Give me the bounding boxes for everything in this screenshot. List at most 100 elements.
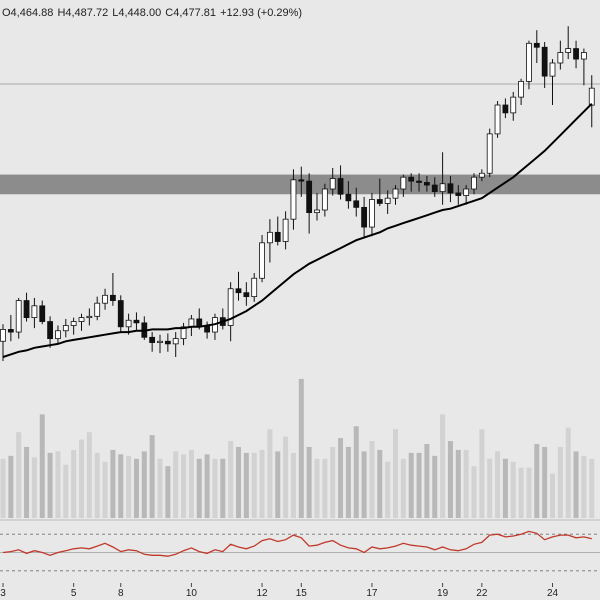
volume-bar [212, 458, 218, 518]
candle-body [251, 277, 258, 298]
candle-body [321, 188, 328, 211]
candle-body [235, 288, 242, 294]
candle-body [55, 330, 61, 340]
volume-bar [79, 439, 84, 518]
volume-bar [251, 452, 257, 518]
candle-body [416, 180, 422, 183]
candle-body [361, 206, 368, 228]
volume-bar [39, 414, 45, 518]
candle-body [423, 182, 430, 186]
candle-body [526, 42, 532, 82]
candle [62, 318, 69, 338]
candle [494, 101, 501, 138]
ohlc-change: +12.93 (+0.29%) [220, 7, 303, 19]
candle-body [47, 321, 53, 340]
candle [455, 185, 462, 205]
volume-bar [149, 435, 155, 518]
candle [172, 332, 179, 357]
candle-body [196, 318, 203, 326]
candle [70, 317, 77, 335]
candle-body [164, 340, 171, 345]
resistance-band [0, 174, 600, 195]
candle-body [384, 197, 391, 204]
candle [510, 91, 517, 121]
volume-bar [471, 466, 477, 518]
volume-bar [393, 429, 398, 518]
candle-body [471, 176, 477, 190]
volume-bar [322, 458, 328, 518]
volume-bar [424, 444, 430, 518]
candle [55, 325, 61, 344]
volume-bar [110, 449, 116, 518]
candle-body [478, 172, 485, 178]
volume-pane [0, 378, 595, 518]
volume-bar [377, 449, 383, 518]
candle-body [447, 183, 454, 194]
x-tick-label: 17 [366, 588, 378, 599]
candle-body [439, 183, 446, 193]
candle-body [533, 42, 540, 48]
volume-bar [71, 449, 77, 518]
candle [423, 175, 430, 192]
candle-body [102, 294, 108, 304]
candle [376, 178, 383, 207]
candle-body [23, 300, 30, 319]
candle-body [337, 178, 344, 195]
candle-body [7, 329, 14, 333]
candle-body [581, 52, 587, 60]
volume-bar [542, 446, 548, 518]
candle [369, 192, 375, 237]
candle-body [188, 318, 195, 328]
volume-bar [550, 473, 555, 518]
volume-bar [502, 458, 508, 518]
candle-body [345, 193, 352, 202]
candle [345, 181, 352, 209]
candle [133, 312, 140, 331]
volume-bar [353, 426, 359, 518]
volume-bar [314, 458, 320, 518]
volume-bar [243, 452, 249, 518]
x-tick-label: 22 [476, 588, 488, 599]
candle [471, 173, 477, 195]
candle-body [282, 218, 289, 242]
candle [102, 288, 108, 310]
volume-bar [447, 441, 453, 518]
candle [282, 211, 289, 250]
candle-body [125, 319, 132, 328]
volume-bar [267, 429, 273, 518]
candle-body [94, 302, 101, 317]
candle [15, 297, 22, 339]
volume-bar [236, 446, 241, 518]
candle-body [510, 96, 517, 114]
candle [23, 292, 30, 322]
volume-bar [526, 467, 532, 518]
candle-body [31, 305, 38, 319]
candle [39, 300, 46, 325]
ohlc-open: O4,464.88 [2, 7, 54, 19]
volume-bar [86, 432, 92, 518]
x-tick-label: 24 [547, 588, 559, 599]
volume-bar [259, 449, 265, 518]
volume-bar [330, 446, 336, 518]
candle-body [0, 329, 6, 342]
candle-body [110, 294, 116, 301]
candle-body [314, 209, 320, 214]
candle [416, 173, 422, 192]
candle [274, 216, 281, 246]
candle-body [266, 231, 273, 244]
candle-body [549, 62, 556, 77]
candle [180, 322, 187, 346]
candle-body [376, 199, 383, 204]
candle [384, 190, 391, 214]
volume-bar [102, 461, 108, 518]
candle-body [243, 292, 250, 298]
volume-bar [400, 458, 406, 518]
x-tick-label: 12 [256, 588, 268, 599]
ohlc-low: L4,448.00 [112, 7, 162, 19]
volume-bar [173, 451, 179, 518]
candle [526, 40, 532, 90]
candle [502, 98, 509, 119]
volume-bar [196, 458, 202, 518]
volume-bar [181, 454, 187, 518]
